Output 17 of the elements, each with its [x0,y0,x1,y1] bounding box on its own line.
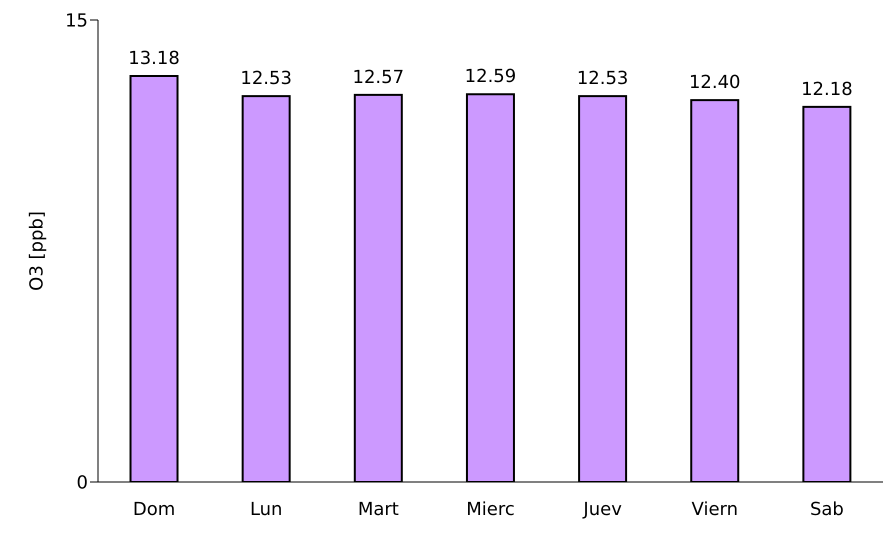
y-tick-label: 0 [76,472,88,494]
data-label: 12.53 [576,68,628,90]
x-tick-label: Juev [582,498,622,520]
data-label: 12.59 [464,66,516,88]
data-label: 12.57 [352,66,404,88]
data-label: 12.18 [801,78,853,100]
x-tick-label: Lun [250,498,282,520]
data-label: 13.18 [128,48,180,70]
x-tick-label: Mart [358,498,399,520]
data-label: 12.53 [240,68,292,90]
x-tick-label: Sab [810,498,844,520]
x-tick-label: Mierc [466,498,515,520]
y-axis-title: O3 [ppb] [26,211,48,291]
x-tick-label: Dom [132,498,176,520]
data-label: 12.40 [688,72,740,94]
y-tick-label: 15 [65,10,88,32]
x-tick-label: Viern [692,498,738,520]
